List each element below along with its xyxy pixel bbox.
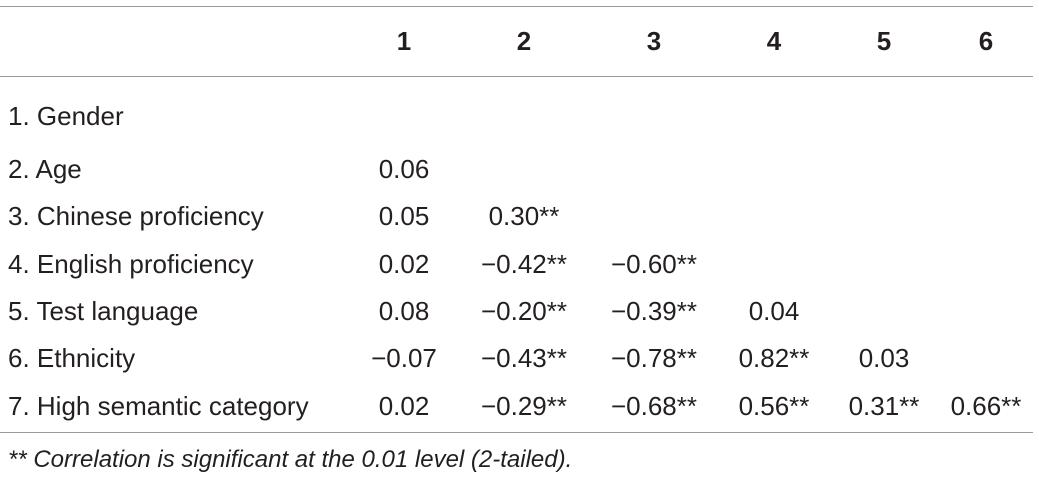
table-cell: 0.31** [848,390,920,421]
table-row: 6. Ethnicity −0.07 −0.43** −0.78** 0.82*… [0,335,1033,382]
table-cell [589,76,719,146]
table-cell: 0.66** [950,390,1022,421]
table-cell: 0.06 [378,154,430,185]
table-cell: −0.60** [610,248,698,279]
table-cell [939,335,1033,382]
correlation-table: 1 2 3 4 5 6 1. Gender 2. Age 0.06 [0,7,1033,430]
table-cell: 0.02 [378,248,430,279]
table-cell [829,288,939,335]
table-cell: 0.02 [378,390,430,421]
table-cell [719,76,829,146]
table-cell [719,241,829,288]
table-cell: 0.05 [378,201,430,232]
column-header: 4 [766,26,782,56]
column-header: 2 [516,26,532,56]
table-cell [829,146,939,193]
table-cell: 0.30** [488,201,560,232]
column-header-label [0,7,349,76]
table-cell: −0.78** [610,343,698,374]
column-header: 1 [396,26,412,56]
table-cell: −0.20** [480,296,568,327]
column-header: 5 [876,26,892,56]
table-cell: −0.42** [480,248,568,279]
table-cell [349,76,459,146]
row-label: 4. English proficiency [8,248,254,279]
row-label: 5. Test language [8,296,199,327]
table-cell: 0.04 [748,296,800,327]
table-cell [939,193,1033,240]
table-cell: 0.08 [378,296,430,327]
table-cell: −0.07 [371,343,437,374]
table-cell [829,241,939,288]
table-cell [719,193,829,240]
table-cell [829,76,939,146]
table-row: 4. English proficiency 0.02 −0.42** −0.6… [0,241,1033,288]
column-header: 6 [978,26,994,56]
table-cell [939,146,1033,193]
table-cell [719,146,829,193]
table-row: 7. High semantic category 0.02 −0.29** −… [0,382,1033,429]
table-cell: 0.82** [738,343,810,374]
row-label: 7. High semantic category [8,390,309,421]
row-label: 2. Age [8,154,82,185]
table-cell [939,288,1033,335]
header-bottom-rule [0,76,1033,77]
table-cell [459,146,589,193]
table-row: 3. Chinese proficiency 0.05 0.30** [0,193,1033,240]
row-label: 1. Gender [8,100,124,131]
table-row: 2. Age 0.06 [0,146,1033,193]
table-cell: −0.39** [610,296,698,327]
table-cell: −0.43** [480,343,568,374]
table-cell [939,76,1033,146]
table-cell [459,76,589,146]
table-cell [829,193,939,240]
table-cell: 0.03 [858,343,910,374]
row-label: 6. Ethnicity [8,343,136,374]
table-cell: −0.29** [480,390,568,421]
column-header: 3 [646,26,662,56]
table-row: 1. Gender [0,76,1033,146]
table-row: 5. Test language 0.08 −0.20** −0.39** 0.… [0,288,1033,335]
table-cell [939,241,1033,288]
table-cell [589,193,719,240]
table-footnote: ** Correlation is significant at the 0.0… [8,446,573,473]
table-top-rule [0,6,1033,7]
table-cell: −0.68** [610,390,698,421]
header-row: 1 2 3 4 5 6 [0,7,1033,76]
table-cell [589,146,719,193]
table-cell: 0.56** [738,390,810,421]
row-label: 3. Chinese proficiency [8,201,264,232]
table-bottom-rule [0,432,1033,433]
